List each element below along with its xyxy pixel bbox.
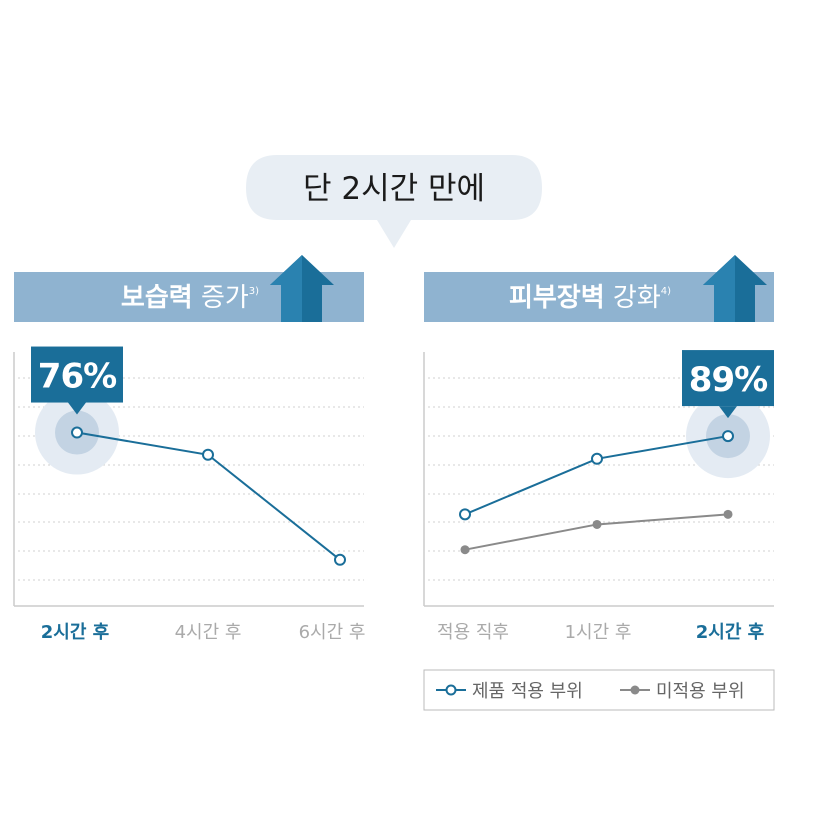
data-point [723, 509, 733, 519]
x-tick-label: 2시간 후 [41, 622, 109, 643]
right-footnote: 4) [661, 286, 671, 297]
legend-item-product: 제품 적용 부위 [436, 681, 583, 702]
series-line-1 [464, 513, 729, 551]
data-point [460, 545, 470, 555]
headline-bubble: 단 2시간 만에 [246, 155, 542, 248]
right-title-banner: 피부장벽 강화4) [424, 255, 774, 322]
headline-text: 단 2시간 만에 [303, 171, 485, 207]
callout-pointer [68, 402, 86, 415]
moisture-chart: 76% 2시간 후 4시간 후 6시간 후 [13, 346, 366, 643]
left-title-banner: 보습력 증가3) [14, 255, 364, 322]
left-footnote: 3) [249, 286, 259, 297]
data-point [202, 448, 214, 461]
x-tick-label: 적용 직후 [437, 622, 509, 643]
callout-box [682, 350, 774, 407]
legend-label-untreated: 미적용 부위 [656, 681, 745, 702]
x-tick-label: 1시간 후 [565, 622, 632, 643]
legend: 제품 적용 부위 미적용 부위 [423, 669, 775, 711]
data-point [334, 553, 346, 566]
callout-pointer [719, 406, 737, 419]
data-point [591, 452, 603, 465]
data-point [459, 508, 471, 521]
x-tick-label: 2시간 후 [696, 622, 764, 643]
legend-label-product: 제품 적용 부위 [472, 681, 583, 702]
left-title: 보습력 증가3) [121, 283, 259, 313]
callout-box [31, 346, 123, 403]
up-arrow-icon [270, 255, 334, 322]
callout-value: 89% [689, 360, 767, 400]
data-point [722, 430, 734, 443]
data-point [592, 519, 602, 529]
legend-item-untreated: 미적용 부위 [620, 681, 745, 702]
left-title-rest: 증가 [193, 283, 249, 313]
barrier-chart: 89% 적용 직후 1시간 후 2시간 후 [423, 350, 774, 643]
up-arrow-icon [703, 255, 767, 322]
right-title: 피부장벽 강화4) [509, 283, 671, 313]
x-tick-label: 6시간 후 [299, 622, 366, 643]
right-title-bold: 피부장벽 [509, 283, 605, 313]
left-title-bold: 보습력 [121, 283, 193, 313]
callout-value: 76% [38, 357, 116, 397]
right-title-rest: 강화 [605, 283, 661, 313]
x-tick-label: 4시간 후 [175, 622, 242, 643]
data-point [71, 426, 83, 439]
